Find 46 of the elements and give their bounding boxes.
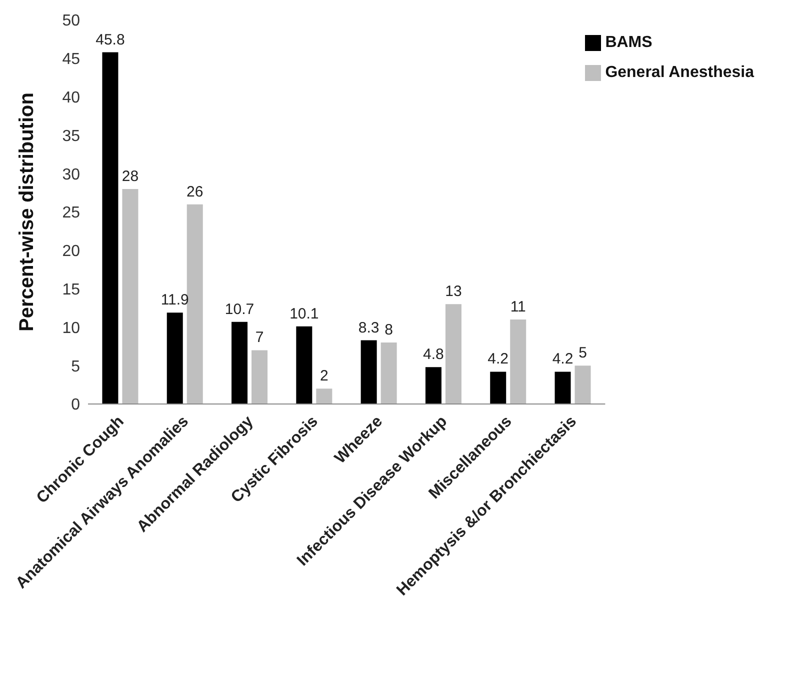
bar	[252, 350, 268, 404]
bar	[296, 326, 312, 404]
data-label: 8	[384, 322, 393, 339]
y-tick-label: 40	[62, 89, 80, 106]
bar	[510, 320, 526, 404]
bar	[186, 204, 203, 404]
y-tick-label: 20	[62, 243, 80, 260]
bar	[554, 372, 571, 404]
bar	[574, 366, 591, 404]
bar	[445, 304, 462, 404]
y-tick-label: 35	[62, 128, 80, 145]
y-tick-label: 30	[62, 166, 80, 184]
bar	[166, 312, 183, 404]
data-label: 11.9	[160, 292, 189, 309]
legend-label: BAMS	[605, 34, 652, 51]
bar	[360, 340, 377, 404]
data-label: 10.7	[224, 300, 254, 318]
y-tick-label: 50	[62, 12, 80, 30]
bar	[316, 388, 332, 404]
legend-label: General Anesthesia	[605, 64, 754, 81]
data-label: 5	[578, 344, 587, 362]
data-label: 8.3	[358, 319, 380, 336]
bar	[490, 372, 506, 404]
data-label: 4.8	[423, 346, 444, 364]
data-label: 4.2	[488, 350, 509, 368]
bar	[102, 52, 118, 404]
y-tick-label: 5	[71, 358, 80, 376]
y-tick-label: 0	[71, 396, 80, 414]
y-axis-title: Percent-wise distribution	[16, 92, 38, 332]
y-tick-label: 45	[62, 51, 80, 68]
data-label: 13	[445, 283, 462, 300]
data-label: 2	[320, 368, 328, 385]
data-label: 11	[510, 298, 526, 316]
bar	[425, 367, 442, 404]
bar	[380, 342, 397, 404]
y-tick-label: 10	[62, 320, 80, 337]
data-label: 26	[186, 183, 204, 200]
bar	[122, 188, 138, 404]
y-tick-label: 15	[62, 281, 80, 298]
data-label: 4.2	[552, 350, 574, 368]
y-tick-label: 25	[62, 204, 80, 222]
data-label: 10.1	[290, 305, 319, 322]
data-label: 45.8	[96, 31, 125, 48]
data-label: 7	[255, 329, 264, 346]
data-label: 28	[122, 168, 139, 185]
bar	[232, 322, 248, 404]
